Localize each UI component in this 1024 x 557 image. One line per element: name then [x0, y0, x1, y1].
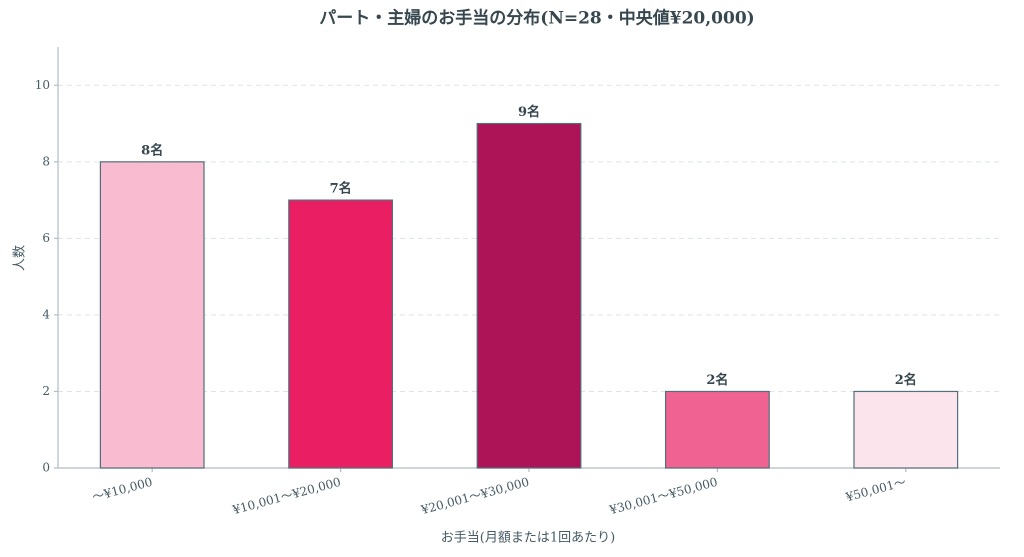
y-tick-label: 4	[42, 307, 50, 321]
y-tick-label: 2	[42, 384, 50, 398]
bar	[853, 390, 959, 469]
bar	[288, 199, 394, 469]
y-tick-label: 6	[42, 231, 50, 245]
x-tick-label: ¥30,001〜¥50,000	[607, 475, 719, 518]
chart-title: パート・主婦のお手当の分布(N=28・中央値¥20,000)	[319, 8, 754, 29]
x-tick-label: ¥10,001〜¥20,000	[230, 475, 342, 518]
x-tick-label: 〜¥10,000	[91, 475, 154, 504]
data-label: 2名	[706, 372, 728, 388]
x-tick-label: ¥50,001〜	[843, 475, 907, 505]
x-tick-label: ¥20,001〜¥30,000	[419, 475, 531, 518]
bar	[664, 390, 770, 469]
bar	[476, 122, 582, 469]
data-label: 8名	[141, 142, 163, 158]
y-tick-label: 10	[35, 78, 50, 92]
bar	[99, 161, 205, 469]
y-tick-label: 0	[42, 461, 50, 475]
data-label: 9名	[518, 104, 540, 120]
x-axis-label: お手当(月額または1回あたり)	[441, 531, 615, 546]
y-tick-label: 8	[42, 154, 50, 168]
y-axis-label: 人数	[13, 245, 28, 271]
data-label: 7名	[330, 181, 352, 197]
data-label: 2名	[895, 372, 917, 388]
